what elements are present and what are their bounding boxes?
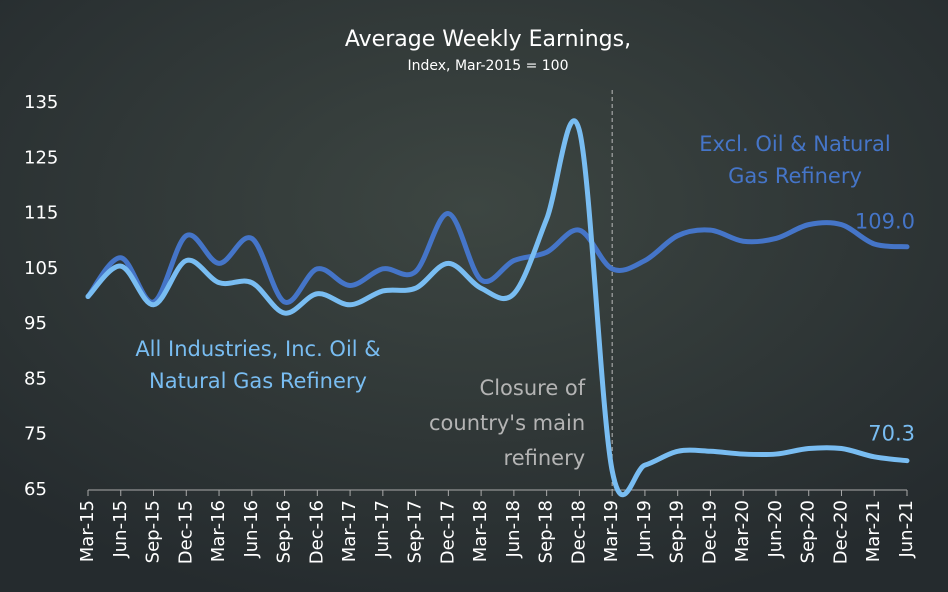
x-tick-label: Sep-16	[274, 500, 295, 563]
x-tick-label: Mar-20	[732, 500, 753, 562]
x-tick-label: Mar-16	[208, 500, 229, 562]
legend-label: Excl. Oil & Natural	[699, 132, 890, 156]
x-tick-label: Dec-18	[568, 500, 589, 564]
x-tick-label: Mar-18	[470, 500, 491, 562]
x-tick-label: Dec-17	[437, 500, 458, 564]
value-label: 70.3	[868, 422, 915, 446]
annotation: Closure of	[480, 376, 586, 400]
legend-label: All Industries, Inc. Oil &	[135, 337, 380, 361]
x-tick-label: Jun-17	[372, 500, 393, 559]
x-tick-label: Jun-15	[110, 500, 131, 559]
y-tick-label: 105	[24, 258, 58, 279]
x-tick-label: Jun-19	[634, 500, 655, 559]
x-tick-label: Mar-15	[77, 500, 98, 562]
y-tick-label: 85	[24, 368, 47, 389]
legend-label: Natural Gas Refinery	[149, 369, 367, 393]
x-tick-label: Jun-16	[241, 500, 262, 559]
x-tick-label: Dec-19	[699, 500, 720, 564]
y-tick-label: 65	[24, 479, 47, 500]
x-tick-label: Jun-21	[896, 500, 917, 559]
x-tick-label: Mar-17	[339, 500, 360, 562]
chart: Average Weekly Earnings, Index, Mar-2015…	[0, 0, 948, 592]
x-tick-label: Jun-20	[765, 500, 786, 559]
value-label: 109.0	[855, 210, 915, 234]
y-tick-label: 95	[24, 313, 47, 334]
annotation: refinery	[504, 446, 586, 470]
y-tick-label: 115	[24, 203, 58, 224]
x-tick-label: Mar-19	[601, 500, 622, 562]
x-tick-label: Sep-15	[143, 500, 164, 563]
y-tick-label: 75	[24, 424, 47, 445]
annotation: country's main	[429, 411, 585, 435]
y-tick-label: 135	[24, 92, 58, 113]
chart-subtitle: Index, Mar-2015 = 100	[408, 58, 569, 74]
x-tick-label: Jun-18	[503, 500, 524, 559]
legend-label: Gas Refinery	[728, 164, 862, 188]
chart-title: Average Weekly Earnings,	[345, 27, 631, 52]
x-tick-label: Sep-20	[798, 500, 819, 563]
x-tick-label: Dec-15	[175, 500, 196, 564]
x-tick-label: Sep-19	[667, 500, 688, 563]
y-tick-label: 125	[24, 147, 58, 168]
x-tick-label: Sep-17	[405, 500, 426, 563]
x-tick-label: Dec-16	[306, 500, 327, 564]
x-tick-label: Mar-21	[863, 500, 884, 562]
x-tick-label: Dec-20	[830, 500, 851, 564]
x-tick-label: Sep-18	[536, 500, 557, 563]
